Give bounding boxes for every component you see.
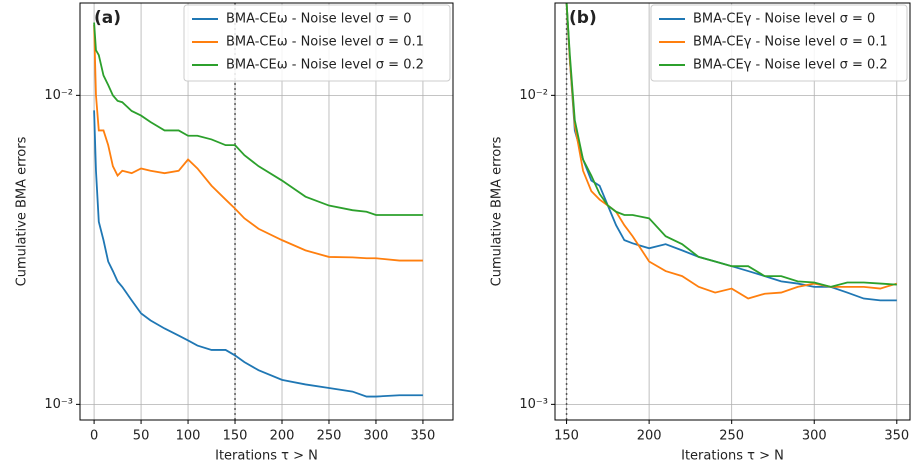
data-line bbox=[565, 3, 897, 288]
x-tick-label: 0 bbox=[90, 429, 98, 444]
legend-label: BMA-CEω - Noise level σ = 0 bbox=[226, 12, 411, 27]
x-tick-label: 250 bbox=[719, 429, 744, 444]
x-axis-label: Iterations τ > N bbox=[681, 449, 784, 464]
x-tick-label: 200 bbox=[270, 429, 295, 444]
x-tick-label: 150 bbox=[223, 429, 248, 444]
y-tick-label: 10⁻³ bbox=[519, 397, 548, 412]
legend-box bbox=[650, 4, 908, 82]
data-line bbox=[93, 22, 423, 216]
x-tick-label: 150 bbox=[554, 429, 579, 444]
panel-label: (b) bbox=[569, 8, 597, 28]
x-tick-label: 200 bbox=[637, 429, 662, 444]
y-tick-label: 10⁻³ bbox=[44, 397, 73, 412]
data-line bbox=[93, 24, 423, 262]
legend-label: BMA-CEω - Noise level σ = 0.1 bbox=[226, 35, 424, 50]
x-tick-label: 250 bbox=[317, 429, 342, 444]
y-axis-label: Cumulative BMA errors bbox=[15, 136, 30, 286]
subplot: 150 200 250 300 350 10⁻² 10⁻³ (b) Iterations τ >… bbox=[490, 2, 911, 464]
x-tick-label: 50 bbox=[133, 429, 150, 444]
x-tick-label: 350 bbox=[884, 429, 909, 444]
panel-label: (a) bbox=[94, 8, 121, 28]
x-tick-label: 100 bbox=[176, 429, 201, 444]
x-axis-label: Iterations τ > N bbox=[215, 449, 318, 464]
y-axis-label: Cumulative BMA errors bbox=[490, 136, 505, 286]
data-line bbox=[93, 110, 423, 398]
subplot: 0 50 100 150 200 250 300 350 10⁻² 10⁻³ (a) Iteratio… bbox=[15, 2, 454, 464]
x-tick-label: 300 bbox=[802, 429, 827, 444]
x-tick-label: 350 bbox=[411, 429, 436, 444]
x-tick-label: 300 bbox=[364, 429, 389, 444]
legend-label: BMA-CEω - Noise level σ = 0.2 bbox=[226, 58, 424, 73]
plot-frame bbox=[79, 2, 454, 421]
legend-box bbox=[183, 4, 451, 82]
legend-label: BMA-CEγ - Noise level σ = 0.2 bbox=[693, 58, 888, 73]
legend-label: BMA-CEγ - Noise level σ = 0.1 bbox=[693, 35, 888, 50]
y-tick-label: 10⁻² bbox=[44, 88, 73, 103]
y-tick-label: 10⁻² bbox=[519, 88, 548, 103]
legend-label: BMA-CEγ - Noise level σ = 0 bbox=[693, 12, 875, 27]
plot-frame bbox=[554, 2, 911, 421]
